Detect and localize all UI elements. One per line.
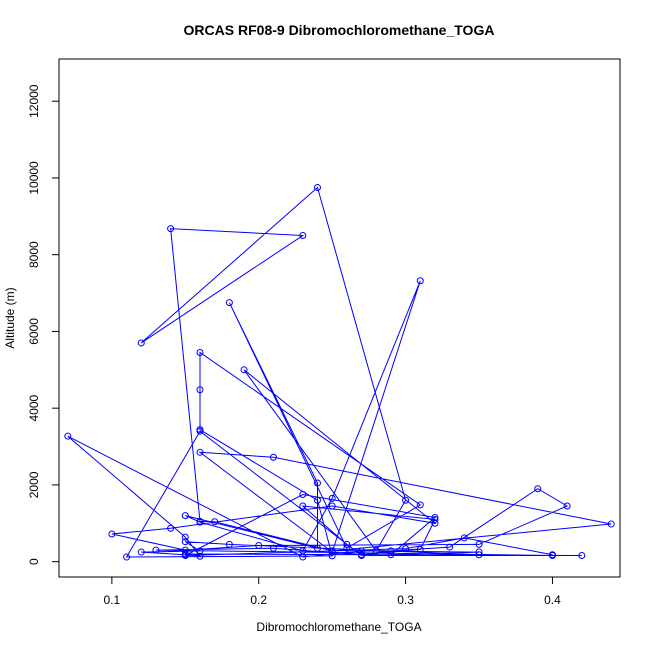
data-point xyxy=(269,544,277,552)
series-layer xyxy=(64,184,615,561)
x-tick-label: 0.2 xyxy=(250,593,267,607)
data-point xyxy=(167,524,175,532)
y-tick-label: 2000 xyxy=(27,471,41,498)
data-point xyxy=(225,540,233,548)
data-point xyxy=(416,277,424,285)
data-point xyxy=(225,299,233,307)
data-point xyxy=(431,514,439,522)
data-point xyxy=(563,502,571,510)
y-axis: 0 2000 4000 6000 8000 10000 12000 xyxy=(27,84,60,565)
data-point xyxy=(372,547,380,555)
data-point xyxy=(299,232,307,240)
data-point xyxy=(181,546,189,554)
data-point xyxy=(211,518,219,526)
data-point xyxy=(137,339,145,347)
data-point xyxy=(181,552,189,560)
data-point xyxy=(328,502,336,510)
data-point xyxy=(402,545,410,553)
data-point xyxy=(402,496,410,504)
y-tick-label: 12000 xyxy=(27,84,41,118)
data-point xyxy=(123,553,131,561)
data-point xyxy=(181,538,189,546)
data-point xyxy=(446,543,454,551)
data-point xyxy=(328,552,336,560)
data-point xyxy=(416,501,424,509)
data-point xyxy=(475,540,483,548)
data-point xyxy=(64,432,72,440)
data-point xyxy=(534,485,542,493)
y-tick-label: 0 xyxy=(27,558,41,565)
data-point xyxy=(196,349,204,357)
data-point xyxy=(578,552,586,560)
data-point xyxy=(358,547,366,555)
data-point xyxy=(475,551,483,559)
y-tick-label: 4000 xyxy=(27,395,41,422)
data-point xyxy=(196,552,204,560)
x-axis-label: Dibromochloromethane_TOGA xyxy=(256,620,421,634)
data-point xyxy=(313,544,321,552)
y-axis-label: Altitude (m) xyxy=(3,287,17,348)
data-point xyxy=(416,545,424,553)
data-point xyxy=(299,491,307,499)
data-point xyxy=(387,547,395,555)
data-point xyxy=(607,520,615,528)
data-point xyxy=(196,448,204,456)
data-point xyxy=(181,512,189,520)
data-point xyxy=(475,548,483,556)
data-point xyxy=(313,479,321,487)
data-point xyxy=(358,552,366,560)
data-point xyxy=(431,515,439,523)
data-point xyxy=(328,548,336,556)
x-tick-label: 0.1 xyxy=(104,593,121,607)
data-point xyxy=(108,530,116,538)
data-point xyxy=(255,542,263,550)
data-point xyxy=(343,544,351,552)
data-point xyxy=(196,386,204,394)
data-point xyxy=(196,427,204,435)
data-point xyxy=(240,366,248,374)
x-tick-label: 0.4 xyxy=(544,593,561,607)
data-point xyxy=(313,184,321,192)
y-tick-label: 10000 xyxy=(27,161,41,195)
data-point xyxy=(196,518,204,526)
data-point xyxy=(343,540,351,548)
data-point xyxy=(167,225,175,233)
data-point xyxy=(460,534,468,542)
data-point xyxy=(387,551,395,559)
data-point xyxy=(328,494,336,502)
plot-frame xyxy=(58,58,621,578)
data-point xyxy=(299,502,307,510)
data-point xyxy=(137,548,145,556)
data-point xyxy=(152,546,160,554)
chart-title: ORCAS RF08-9 Dibromochloromethane_TOGA xyxy=(184,22,495,38)
data-point xyxy=(269,453,277,461)
data-point xyxy=(313,496,321,504)
y-tick-label: 6000 xyxy=(27,318,41,345)
data-point xyxy=(299,553,307,561)
x-tick-label: 0.3 xyxy=(397,593,414,607)
x-axis: 0.1 0.2 0.3 0.4 xyxy=(104,576,561,607)
series-line xyxy=(67,186,612,558)
y-tick-label: 8000 xyxy=(27,241,41,268)
data-point xyxy=(548,551,556,559)
data-point xyxy=(196,547,204,555)
data-point xyxy=(181,533,189,541)
